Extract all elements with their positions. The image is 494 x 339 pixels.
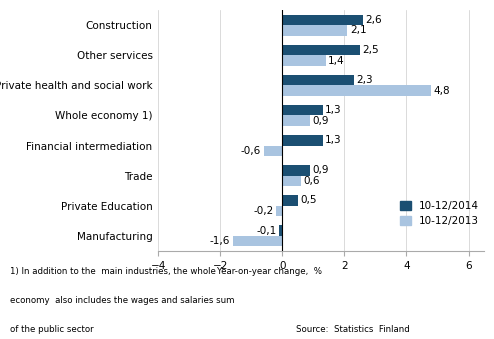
Text: 1,4: 1,4 (328, 56, 345, 65)
Bar (264, 145, 282, 156)
Bar (282, 165, 310, 176)
Text: -0,2: -0,2 (253, 206, 274, 216)
Text: 1) In addition to the  main industries, the whole: 1) In addition to the main industries, t… (10, 267, 216, 276)
Bar (282, 25, 347, 36)
Bar (282, 135, 323, 145)
Bar (233, 236, 282, 246)
Bar (276, 206, 282, 216)
Text: 0,5: 0,5 (300, 196, 317, 205)
Bar (282, 116, 310, 126)
Text: 0,9: 0,9 (313, 116, 329, 126)
Text: 0,6: 0,6 (303, 176, 320, 186)
Text: -0,6: -0,6 (241, 146, 261, 156)
Text: of the public sector: of the public sector (10, 325, 93, 334)
Bar (282, 75, 354, 85)
Bar (282, 105, 323, 116)
Bar (282, 195, 298, 206)
Text: 2,5: 2,5 (363, 45, 379, 55)
Text: economy  also includes the wages and salaries sum: economy also includes the wages and sala… (10, 296, 234, 305)
Text: 4,8: 4,8 (434, 86, 451, 96)
Text: 2,1: 2,1 (350, 25, 367, 36)
Text: 2,3: 2,3 (356, 75, 373, 85)
Bar (282, 85, 431, 96)
Text: Year-on-year change,  %: Year-on-year change, % (217, 267, 323, 276)
Text: Source:  Statistics  Finland: Source: Statistics Finland (296, 325, 410, 334)
Bar (282, 176, 301, 186)
Text: -0,1: -0,1 (256, 225, 277, 236)
Legend: 10-12/2014, 10-12/2013: 10-12/2014, 10-12/2013 (400, 201, 479, 226)
Bar (282, 45, 360, 55)
Bar (282, 55, 326, 66)
Bar (279, 225, 282, 236)
Text: 1,3: 1,3 (325, 135, 342, 145)
Text: -1,6: -1,6 (210, 236, 230, 246)
Text: 1,3: 1,3 (325, 105, 342, 115)
Text: 0,9: 0,9 (313, 165, 329, 175)
Bar (282, 15, 363, 25)
Text: 2,6: 2,6 (366, 15, 382, 25)
